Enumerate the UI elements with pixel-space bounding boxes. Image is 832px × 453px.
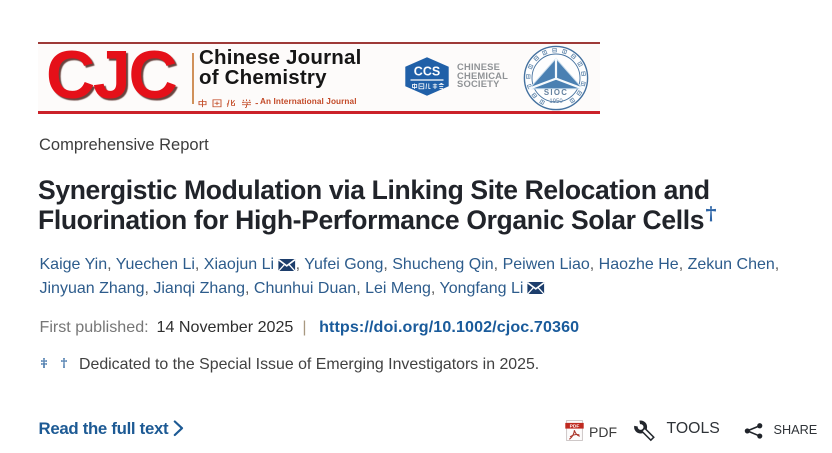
- svg-text:PDF: PDF: [570, 424, 580, 430]
- svg-text:1950: 1950: [549, 99, 563, 105]
- svg-text:CCS: CCS: [414, 65, 440, 79]
- svg-text:SIOC: SIOC: [544, 88, 568, 97]
